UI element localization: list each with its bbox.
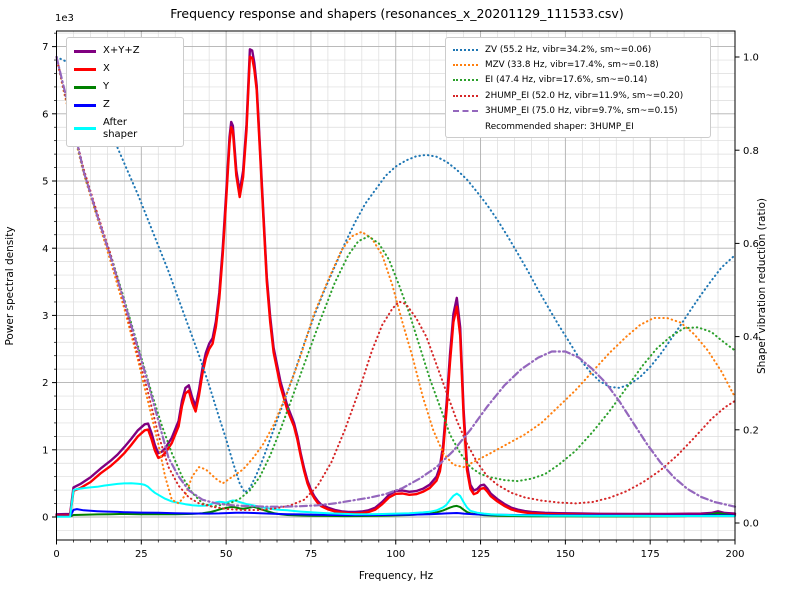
- y-axis-label-left: Power spectral density: [4, 226, 16, 346]
- y-axis-scale-multiplier: 1e3: [55, 13, 74, 24]
- legend-line-zv: [453, 48, 478, 51]
- legend-item-z: Z: [74, 96, 175, 114]
- tick-label: 5: [42, 177, 48, 188]
- legend-item-zv: ZV (55.2 Hz, vibr=34.2%, sm~=0.06): [453, 42, 702, 57]
- series-zv: [55, 56, 736, 494]
- legend-psd: X+Y+Z X Y Z After shaper: [66, 37, 184, 147]
- y-axis-label-right: Shaper vibration reduction (ratio): [756, 197, 768, 375]
- tick-label: 0.6: [743, 239, 759, 250]
- legend-line-xyz: [74, 49, 96, 53]
- legend-label-2hump-ei: 2HUMP_EI (52.0 Hz, vibr=11.9%, sm~=0.20): [485, 90, 684, 101]
- legend-line-z: [74, 103, 96, 107]
- legend-label-x: X: [103, 63, 110, 75]
- legend-label-mzv: MZV (33.8 Hz, vibr=17.4%, sm~=0.18): [485, 60, 659, 71]
- series-2hump-ei: [55, 56, 736, 511]
- tick-label: 175: [641, 549, 660, 560]
- legend-line-mzv: [453, 64, 478, 67]
- tick-label: 0.0: [743, 519, 759, 530]
- legend-item-xyz: X+Y+Z: [74, 42, 175, 60]
- series-3hump-ei: [55, 55, 737, 508]
- legend-line-x: [74, 67, 96, 71]
- tick-label: 7: [42, 42, 48, 53]
- recommended-shaper-note: Recommended shaper: 3HUMP_EI: [485, 121, 634, 132]
- legend-label-z: Z: [103, 99, 110, 111]
- tick-label: 0.8: [743, 146, 759, 157]
- x-axis-label: Frequency, Hz: [358, 570, 434, 582]
- legend-label-xyz: X+Y+Z: [103, 45, 140, 57]
- legend-item-mzv: MZV (33.8 Hz, vibr=17.4%, sm~=0.18): [453, 57, 702, 72]
- legend-item-2hump-ei: 2HUMP_EI (52.0 Hz, vibr=11.9%, sm~=0.20): [453, 88, 702, 103]
- tick-label: 1: [42, 445, 48, 456]
- chart-title: Frequency response and shapers (resonanc…: [170, 6, 624, 21]
- tick-label: 4: [42, 244, 48, 255]
- tick-label: 50: [220, 549, 233, 560]
- shaper-curves: [55, 55, 737, 511]
- tick-label: 0.2: [743, 425, 759, 436]
- legend-item-ei: EI (47.4 Hz, vibr=17.6%, sm~=0.14): [453, 73, 702, 88]
- tick-label: 1.0: [743, 53, 759, 64]
- tick-label: 75: [305, 549, 318, 560]
- tick-label: 0.4: [743, 332, 759, 343]
- series-x: [55, 55, 737, 517]
- legend-item-3hump-ei: 3HUMP_EI (75.0 Hz, vibr=9.7%, sm~=0.15): [453, 104, 702, 119]
- legend-item-recommendation: Recommended shaper: 3HUMP_EI: [453, 119, 702, 134]
- tick-label: 125: [471, 549, 490, 560]
- legend-label-ei: EI (47.4 Hz, vibr=17.6%, sm~=0.14): [485, 75, 648, 86]
- axis-ticks: 0 25 50 75 100 125 150 175 200 0 1 2 3 4 5 6 7 0.0 0.2 0.4 0…: [42, 32, 759, 560]
- tick-label: 0: [42, 513, 48, 524]
- legend-label-3hump-ei: 3HUMP_EI (75.0 Hz, vibr=9.7%, sm~=0.15): [485, 106, 678, 117]
- legend-item-after-shaper: After shaper: [74, 114, 175, 143]
- legend-shapers: ZV (55.2 Hz, vibr=34.2%, sm~=0.06) MZV (…: [445, 37, 711, 139]
- tick-label: 6: [42, 109, 48, 120]
- legend-line-2hump-ei: [453, 94, 478, 97]
- tick-label: 2: [42, 378, 48, 389]
- legend-line-y: [74, 85, 96, 89]
- legend-label-y: Y: [103, 81, 110, 93]
- tick-label: 3: [42, 311, 48, 322]
- tick-label: 100: [386, 549, 405, 560]
- series-mzv: [55, 56, 736, 505]
- tick-label: 200: [725, 549, 744, 560]
- tick-label: 150: [556, 549, 575, 560]
- legend-line-3hump-ei: [453, 110, 478, 113]
- legend-item-x: X: [74, 60, 175, 78]
- legend-line-ei: [453, 79, 478, 82]
- legend-label-zv: ZV (55.2 Hz, vibr=34.2%, sm~=0.06): [485, 44, 652, 55]
- legend-item-y: Y: [74, 78, 175, 96]
- legend-line-after-shaper: [74, 127, 96, 130]
- tick-label: 0: [53, 549, 59, 560]
- legend-label-after-shaper: After shaper: [103, 117, 138, 140]
- tick-label: 25: [135, 549, 148, 560]
